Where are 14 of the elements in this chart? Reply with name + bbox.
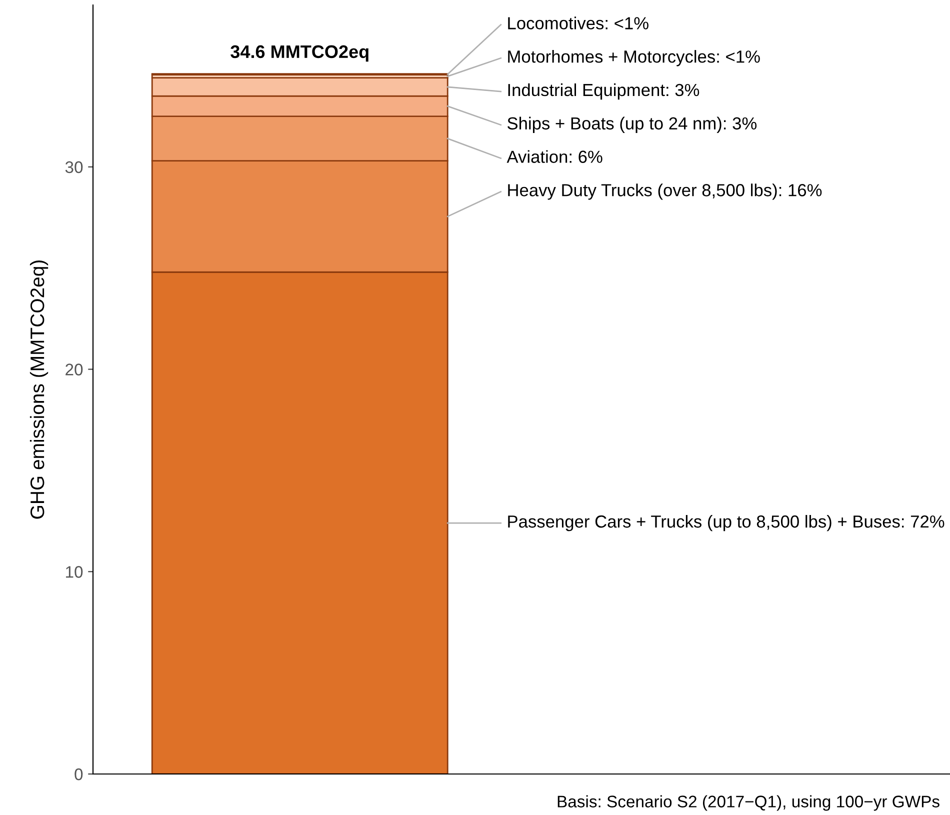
text: Locomotives: <1% bbox=[508, 16, 648, 30]
y-tick-label: 20 bbox=[66, 364, 83, 376]
text: Heavy Duty Trucks (over 8,500 lbs): 16% bbox=[508, 184, 822, 200]
text: Motorhomes + Motorcycles: <1% bbox=[508, 50, 760, 66]
text: Basis: Scenario S2 (2017−Q1), using 100−yr GWPs bbox=[558, 795, 940, 811]
text: Industrial Equipment: 3% bbox=[508, 83, 700, 100]
y-tick-label: 10 bbox=[66, 566, 83, 578]
y-tick-label: 0 bbox=[74, 768, 83, 780]
text: Ships + Boats (up to 24 nm): 3% bbox=[508, 116, 757, 133]
y-tick-label: 30 bbox=[65, 161, 83, 174]
y-axis-title: GHG emissions (MMTCO2eq) bbox=[30, 260, 48, 519]
text: Passenger Cars + Trucks (up to 8,500 lbs) + Buses: 72% bbox=[508, 514, 944, 532]
total-label: 34.6 MMTCO2eq bbox=[230, 45, 368, 62]
text: Aviation: 6% bbox=[506, 150, 602, 163]
